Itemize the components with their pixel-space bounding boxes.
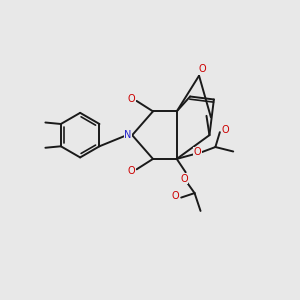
Text: O: O: [128, 94, 135, 104]
Text: N: N: [124, 130, 131, 140]
Text: O: O: [194, 147, 201, 157]
Text: O: O: [198, 64, 206, 74]
Text: O: O: [128, 167, 135, 176]
Text: O: O: [221, 125, 229, 135]
Text: O: O: [180, 174, 188, 184]
Text: O: O: [172, 191, 179, 201]
